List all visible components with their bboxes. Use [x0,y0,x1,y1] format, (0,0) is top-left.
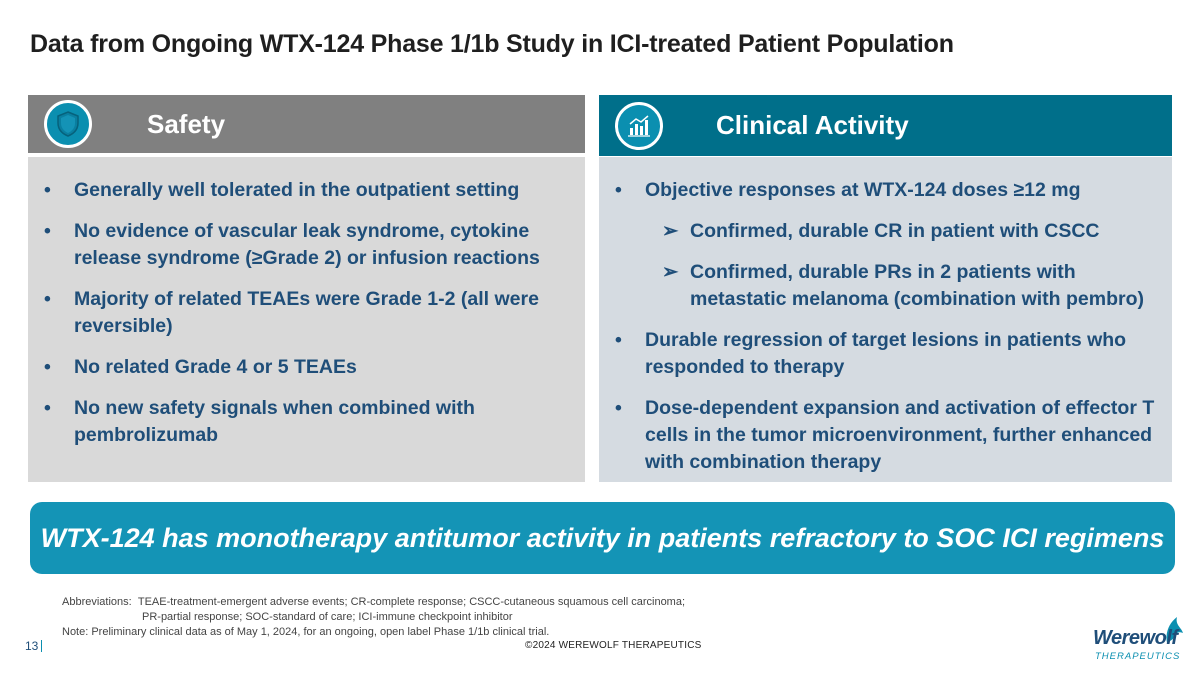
abbreviations-label: Abbreviations: [62,596,132,608]
list-item-text: No evidence of vascular leak syndrome, c… [74,220,540,269]
sub-list-item: ➢ Confirmed, durable CR in patient with C… [615,218,1165,245]
note-text: Note: Preliminary clinical data as of Ma… [62,626,550,638]
sub-list-item: ➢ Confirmed, durable PRs in 2 patients wi… [615,259,1165,313]
list-item: • Durable regression of target lesions in… [615,329,1127,378]
list-item: • No new safety signals when combined wit… [44,397,475,446]
arrow-bullet-icon: ➢ [662,220,679,242]
clinical-activity-list: • Objective responses at WTX-124 doses ≥1… [615,177,1165,490]
clinical-activity-panel: • Objective responses at WTX-124 doses ≥1… [599,157,1172,482]
list-item: • Majority of related TEAEs were Grade 1-… [44,288,539,337]
list-item-text: Dose-dependent expansion and activation … [645,397,1155,473]
abbreviations-text: TEAE-treatment-emergent adverse events; … [137,596,686,608]
safety-header: Safety [28,95,585,153]
safety-list: • Generally well tolerated in the outpati… [44,177,564,463]
list-item: • Dose-dependent expansion and activation… [615,397,1155,473]
page-title: Data from Ongoing WTX-124 Phase 1/1b Stu… [30,30,954,58]
list-item-text: No new safety signals when combined with… [74,397,475,446]
list-item-text: Durable regression of target lesions in … [645,329,1127,378]
abbreviations-line-1: Abbreviations: TEAE-treatment-emergent a… [62,596,685,608]
logo-wordmark: Werewolf [1093,627,1178,649]
list-item: • Generally well tolerated in the outpati… [44,179,520,201]
key-takeaway-banner: WTX-124 has monotherapy antitumor activi… [30,502,1175,574]
list-item-text: No related Grade 4 or 5 TEAEs [74,356,357,378]
abbreviations-line-2: PR-partial response; SOC-standard of car… [142,611,513,623]
list-item-text: Objective responses at WTX-124 doses ≥12… [645,179,1081,201]
list-item: • Objective responses at WTX-124 doses ≥1… [615,179,1081,201]
sub-list-item-text: Confirmed, durable CR in patient with CS… [690,220,1100,242]
werewolf-logo: Werewolf THERAPEUTICS [1093,615,1193,667]
shield-icon [44,100,92,148]
safety-panel: • Generally well tolerated in the outpati… [28,157,585,482]
copyright: ©2024 WEREWOLF THERAPEUTICS [525,640,702,651]
list-item-text: Generally well tolerated in the outpatie… [74,179,520,201]
safety-heading: Safety [147,108,226,139]
page-divider [41,640,42,652]
wolf-icon [1166,617,1183,643]
clinical-activity-header: Clinical Activity [599,95,1172,156]
list-item-text: Majority of related TEAEs were Grade 1-2… [74,288,539,337]
arrow-bullet-icon: ➢ [662,261,679,283]
page-number: 13 [25,639,39,653]
banner-text: WTX-124 has monotherapy antitumor activi… [40,522,1165,553]
logo-subtitle: THERAPEUTICS [1095,651,1181,662]
sub-list-item-text: Confirmed, durable PRs in 2 patients wit… [690,261,1144,310]
clinical-activity-heading: Clinical Activity [716,110,909,140]
list-item: • No related Grade 4 or 5 TEAEs [44,356,357,378]
chart-icon [615,101,663,150]
list-item: • No evidence of vascular leak syndrome, … [44,220,540,269]
